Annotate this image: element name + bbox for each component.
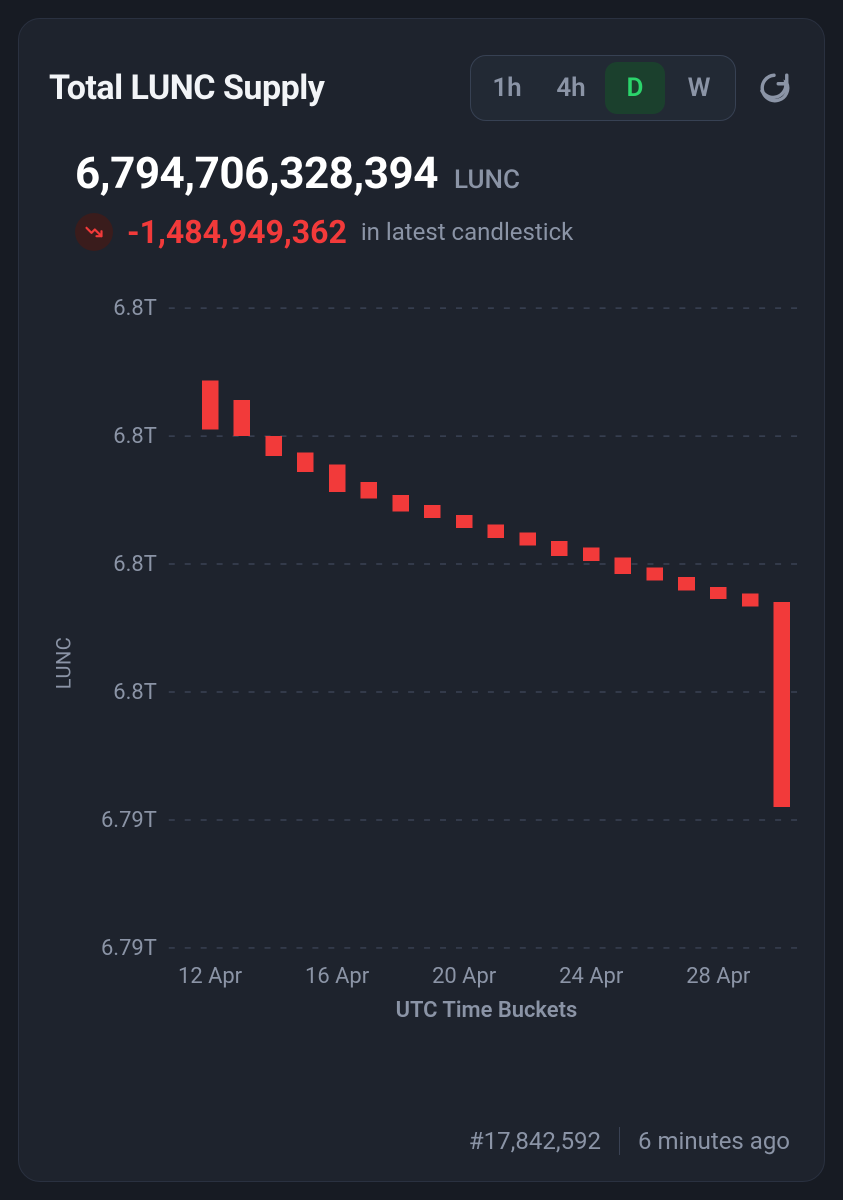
timeframe-w[interactable]: W	[669, 62, 729, 114]
candle	[456, 515, 473, 528]
candle	[202, 380, 219, 429]
svg-text:16 Apr: 16 Apr	[305, 964, 370, 989]
trend-down-icon	[84, 222, 104, 242]
candle	[424, 505, 441, 518]
candle	[392, 495, 409, 511]
svg-text:6.8T: 6.8T	[113, 296, 157, 321]
candle	[297, 452, 314, 472]
trend-down-badge	[75, 213, 113, 251]
updated-age: 6 minutes ago	[638, 1127, 790, 1155]
candle	[774, 602, 791, 807]
svg-text:20 Apr: 20 Apr	[432, 964, 497, 989]
delta-caption: in latest candlestick	[361, 218, 573, 246]
svg-text:6.8T: 6.8T	[113, 424, 157, 449]
delta-value: -1,484,949,362	[127, 213, 347, 251]
candle	[329, 464, 346, 492]
svg-text:6.8T: 6.8T	[113, 552, 157, 577]
x-axis-title: UTC Time Buckets	[396, 998, 578, 1023]
y-axis-label: LUNC	[51, 637, 75, 690]
candle	[519, 533, 536, 546]
refresh-icon	[757, 71, 791, 105]
footer-separator	[619, 1127, 620, 1155]
total-supply-unit: LUNC	[454, 165, 520, 195]
card-header: Total LUNC Supply 1h4hDW	[49, 55, 794, 121]
candle	[488, 525, 505, 538]
candlestick-chart: 6.8T 6.8T 6.8T 6.8T 6.79T 6.79T 12 Apr 16 Apr 20…	[89, 295, 814, 1031]
chart-area: LUNC 6.8T 6.8T 6.8T 6.8T 6.79T 6.79T 12 Apr 16 …	[49, 295, 814, 1031]
svg-text:28 Apr: 28 Apr	[686, 964, 751, 989]
candle	[615, 557, 632, 573]
candle	[710, 587, 727, 599]
timeframe-selector: 1h4hDW	[470, 55, 736, 121]
timeframe-d[interactable]: D	[605, 62, 665, 114]
candle	[234, 400, 251, 436]
timeframe-4h[interactable]: 4h	[541, 62, 601, 114]
svg-text:12 Apr: 12 Apr	[178, 964, 243, 989]
candle	[583, 548, 600, 561]
candle	[678, 577, 695, 590]
candle	[551, 541, 568, 556]
timeframe-1h[interactable]: 1h	[477, 62, 537, 114]
svg-text:6.79T: 6.79T	[101, 808, 157, 833]
svg-text:24 Apr: 24 Apr	[559, 964, 624, 989]
card-title: Total LUNC Supply	[49, 68, 324, 108]
candle	[646, 567, 663, 580]
card-footer: #17,842,592 6 minutes ago	[469, 1127, 790, 1155]
value-row: 6,794,706,328,394 LUNC	[75, 147, 794, 199]
stats-block: 6,794,706,328,394 LUNC -1,484,949,362 in…	[75, 147, 794, 251]
header-controls: 1h4hDW	[470, 55, 794, 121]
svg-text:6.8T: 6.8T	[113, 680, 157, 705]
refresh-button[interactable]	[754, 68, 794, 108]
candle	[742, 594, 759, 607]
block-id: #17,842,592	[469, 1127, 601, 1155]
supply-card: Total LUNC Supply 1h4hDW 6,794,706,328,3…	[18, 18, 825, 1182]
total-supply-value: 6,794,706,328,394	[75, 147, 438, 199]
delta-row: -1,484,949,362 in latest candlestick	[75, 213, 794, 251]
candle	[361, 482, 378, 498]
candle	[265, 436, 282, 456]
svg-text:6.79T: 6.79T	[101, 936, 157, 961]
